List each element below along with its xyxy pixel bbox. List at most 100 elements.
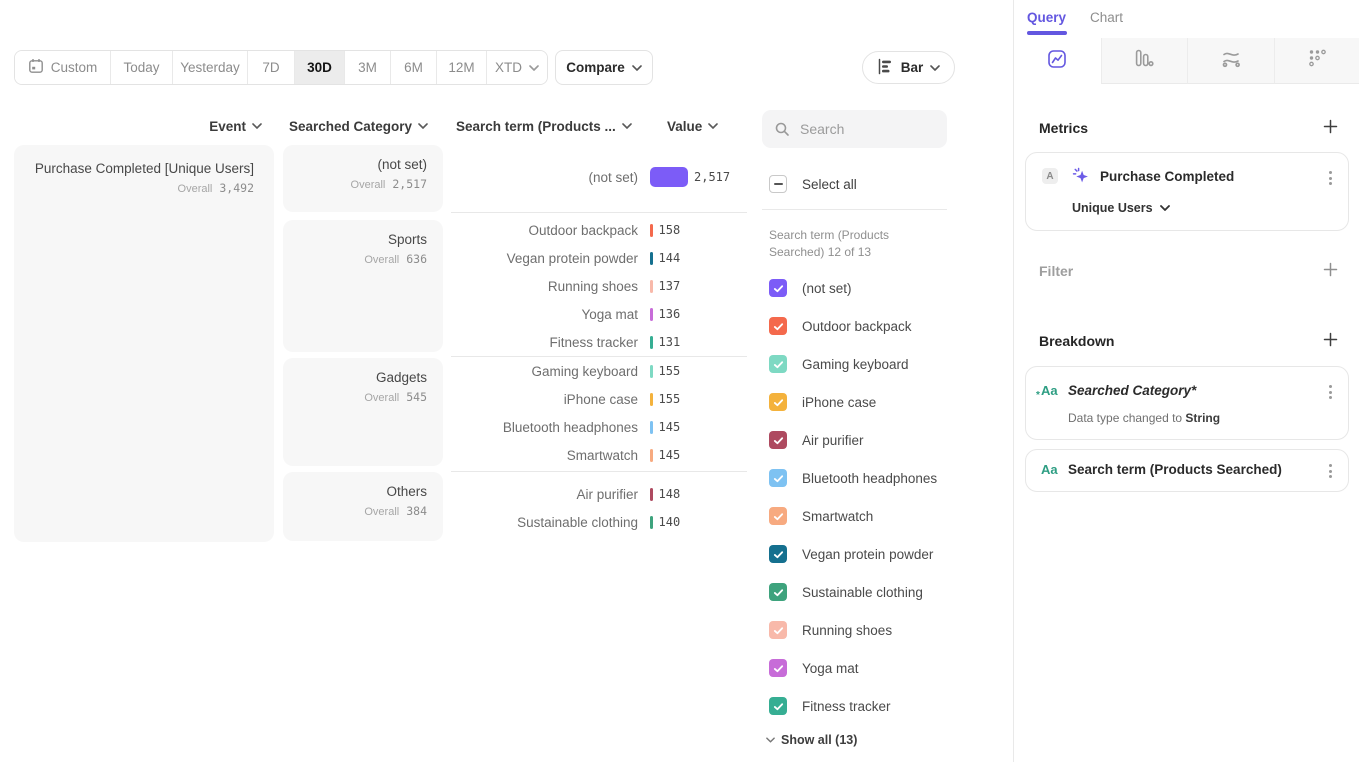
chart-type-dropdown[interactable]: Bar: [862, 51, 955, 84]
check-icon: [773, 398, 783, 406]
breakdown-menu-button[interactable]: [1327, 462, 1334, 480]
term-checkbox[interactable]: [769, 507, 787, 525]
compare-button[interactable]: Compare: [555, 50, 653, 85]
add-metric-button[interactable]: [1323, 119, 1338, 137]
table-row: Vegan protein powder 144: [450, 244, 750, 272]
term-checkbox[interactable]: [769, 697, 787, 715]
value-text: 144: [658, 251, 681, 265]
column-header-searched-category[interactable]: Searched Category: [280, 117, 428, 135]
date-range-7d[interactable]: 7D: [248, 51, 295, 84]
date-range-xtd[interactable]: XTD: [487, 51, 547, 84]
group-divider: [451, 212, 747, 213]
term-label: Vegan protein powder: [506, 250, 638, 266]
term-checkbox[interactable]: [769, 659, 787, 677]
date-range-yesterday[interactable]: Yesterday: [173, 51, 248, 84]
column-header-event[interactable]: Event: [140, 117, 262, 135]
value-text: 136: [658, 307, 681, 321]
list-item[interactable]: Bluetooth headphones: [769, 459, 999, 497]
table-row: Running shoes 137: [450, 272, 750, 300]
list-item[interactable]: Air purifier: [769, 421, 999, 459]
term-checkbox[interactable]: [769, 355, 787, 373]
date-range-12m[interactable]: 12M: [437, 51, 487, 84]
query-panel: Query Chart: [1013, 0, 1359, 762]
list-item[interactable]: Sustainable clothing: [769, 573, 999, 611]
value-bar: [650, 515, 653, 529]
value-text: 158: [658, 223, 681, 237]
list-item[interactable]: iPhone case: [769, 383, 999, 421]
tab-chart[interactable]: Chart: [1090, 10, 1124, 25]
tab-query[interactable]: Query: [1027, 10, 1067, 25]
tab-funnels[interactable]: [1100, 38, 1187, 84]
add-filter-button[interactable]: [1323, 262, 1338, 280]
search-input[interactable]: [762, 110, 947, 148]
value-text: 145: [658, 448, 681, 462]
term-checkbox[interactable]: [769, 279, 787, 297]
value-bar: [650, 223, 653, 237]
term-checkbox[interactable]: [769, 431, 787, 449]
breakdown-card-searched-category[interactable]: Aa Searched Category* Data type changed …: [1025, 366, 1349, 440]
panel-tabs: Query Chart: [1027, 10, 1123, 25]
value-bar: [650, 392, 653, 406]
term-checkbox[interactable]: [769, 469, 787, 487]
term-checkbox[interactable]: [769, 317, 787, 335]
tab-flows[interactable]: [1187, 38, 1274, 84]
check-icon: [773, 588, 783, 596]
value-text: 155: [658, 364, 681, 378]
date-range-3m[interactable]: 3M: [345, 51, 391, 84]
checkbox-label: Yoga mat: [802, 660, 859, 676]
date-range-today[interactable]: Today: [111, 51, 173, 84]
list-item[interactable]: Running shoes: [769, 611, 999, 649]
metric-name: Purchase Completed: [1100, 169, 1235, 184]
active-tab-underline: [1027, 31, 1067, 35]
term-label: Bluetooth headphones: [502, 419, 638, 435]
tab-retention[interactable]: [1273, 38, 1359, 84]
list-item[interactable]: Fitness tracker: [769, 687, 999, 725]
list-item[interactable]: Vegan protein powder: [769, 535, 999, 573]
term-label: Sustainable clothing: [517, 514, 638, 530]
check-icon: [773, 512, 783, 520]
term-checkbox[interactable]: [769, 393, 787, 411]
breakdown-card-search-term[interactable]: Aa Search term (Products Searched): [1025, 449, 1349, 492]
metric-menu-button[interactable]: [1327, 169, 1334, 187]
term-checkbox[interactable]: [769, 621, 787, 639]
value-text: 155: [658, 392, 681, 406]
list-item[interactable]: Smartwatch: [769, 497, 999, 535]
select-all-row[interactable]: Select all: [769, 175, 857, 193]
metric-letter-badge: A: [1042, 168, 1058, 184]
value-bar: [650, 335, 653, 349]
breakdown-heading: Breakdown: [1039, 333, 1115, 349]
date-range-6m[interactable]: 6M: [391, 51, 437, 84]
list-item[interactable]: Outdoor backpack: [769, 307, 999, 345]
value-bar: [650, 448, 653, 462]
term-label: Gaming keyboard: [531, 363, 638, 379]
list-item[interactable]: Gaming keyboard: [769, 345, 999, 383]
retention-icon: [1307, 48, 1327, 73]
select-all-checkbox[interactable]: [769, 175, 787, 193]
term-checkbox[interactable]: [769, 545, 787, 563]
add-breakdown-button[interactable]: [1323, 332, 1338, 350]
term-checkbox[interactable]: [769, 583, 787, 601]
check-icon: [773, 284, 783, 292]
date-range-custom[interactable]: Custom: [15, 51, 111, 84]
date-range-30d-selected[interactable]: 30D: [295, 51, 345, 84]
column-header-value[interactable]: Value: [667, 117, 729, 135]
list-item[interactable]: Yoga mat: [769, 649, 999, 687]
show-all-button[interactable]: Show all (13): [766, 733, 857, 747]
breakdown-menu-button[interactable]: [1327, 383, 1334, 401]
check-icon: [773, 550, 783, 558]
metric-card[interactable]: A Purchase Completed Unique Users: [1025, 152, 1349, 231]
tab-insights[interactable]: [1014, 38, 1101, 84]
metrics-heading: Metrics: [1039, 120, 1089, 136]
table-row: Fitness tracker 131: [450, 328, 750, 356]
check-icon: [773, 474, 783, 482]
horizontal-bar-chart-icon: [877, 58, 894, 78]
string-property-icon: Aa: [1041, 462, 1058, 477]
measure-dropdown[interactable]: Unique Users: [1072, 201, 1170, 215]
breakdown-note: Data type changed to String: [1068, 411, 1221, 425]
table-row: Air purifier 148: [450, 480, 750, 508]
category-cell-gadgets: Gadgets Overall 545: [283, 358, 443, 466]
list-item[interactable]: (not set): [769, 269, 999, 307]
column-header-search-term[interactable]: Search term (Products ...: [456, 117, 646, 135]
chevron-down-icon: [418, 123, 428, 129]
